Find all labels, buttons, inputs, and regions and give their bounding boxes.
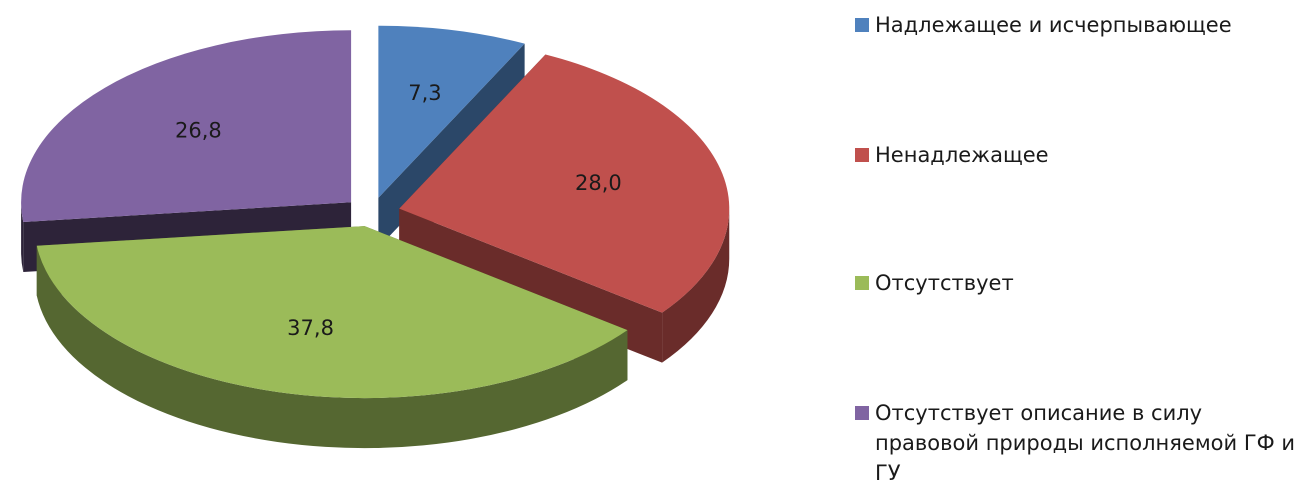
data-label: 37,8 — [287, 316, 334, 340]
legend-item: Отсутствует описание в силу правовой при… — [855, 398, 1310, 488]
legend-label: Ненадлежащее — [875, 143, 1049, 167]
legend-item: Ненадлежащее — [855, 140, 1310, 170]
pie-plot: 7,3 26,8 28,0 37,8 — [21, 25, 730, 449]
data-label: 28,0 — [575, 171, 622, 195]
slice-top — [21, 30, 352, 222]
pie-slice: 37,8 — [36, 226, 628, 449]
slice-top — [399, 54, 730, 313]
slice-wall — [662, 208, 730, 363]
legend-swatch — [855, 148, 869, 162]
legend-item: Надлежащее и исчерпывающее — [855, 10, 1310, 40]
legend-swatch — [855, 406, 869, 420]
slice-wall — [36, 245, 628, 449]
legend-label: Отсутствует описание в силу правовой при… — [875, 401, 1296, 485]
data-label: 26,8 — [175, 118, 222, 142]
legend-label: Отсутствует — [875, 271, 1014, 295]
legend-item: Отсутствует — [855, 268, 1310, 298]
legend-swatch — [855, 18, 869, 32]
slice-wall — [21, 202, 24, 272]
legend-swatch — [855, 276, 869, 290]
slice-top — [378, 25, 525, 198]
data-label: 7,3 — [408, 81, 441, 105]
slice-top — [36, 226, 628, 399]
legend-label: Надлежащее и исчерпывающее — [875, 13, 1232, 37]
